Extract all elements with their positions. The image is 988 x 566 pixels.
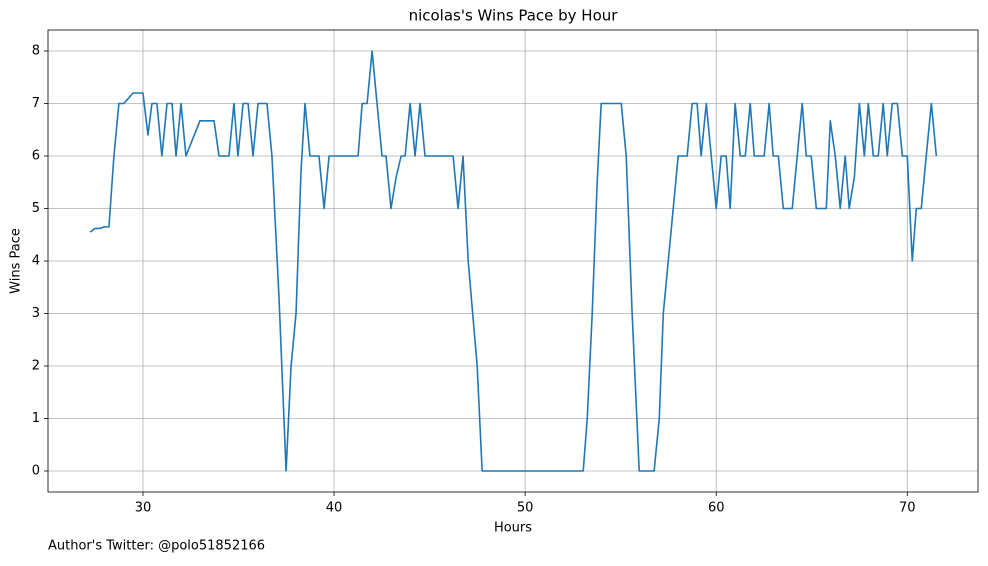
x-tick-label: 60 — [708, 501, 725, 516]
x-tick-label: 50 — [517, 501, 534, 516]
y-axis-label: Wins Pace — [9, 228, 24, 294]
y-tick-label: 3 — [32, 306, 40, 321]
y-tick-label: 7 — [32, 96, 40, 111]
x-tick-label: 70 — [899, 501, 916, 516]
data-line — [89, 50, 938, 472]
plot-frame — [47, 29, 979, 493]
y-tick-label: 5 — [32, 201, 40, 216]
y-tick-label: 6 — [32, 149, 40, 164]
x-axis-label: Hours — [494, 521, 532, 536]
y-tick-label: 4 — [32, 254, 40, 269]
y-tick-label: 0 — [32, 464, 40, 479]
x-tick-label: 40 — [326, 501, 343, 516]
y-tick-label: 2 — [32, 359, 40, 374]
x-tick-label: 30 — [135, 501, 152, 516]
y-tick-label: 1 — [32, 411, 40, 426]
y-tick-label: 8 — [32, 44, 40, 59]
footer-note: Author's Twitter: @polo51852166 — [48, 539, 265, 554]
chart-title: nicolas's Wins Pace by Hour — [409, 7, 619, 25]
